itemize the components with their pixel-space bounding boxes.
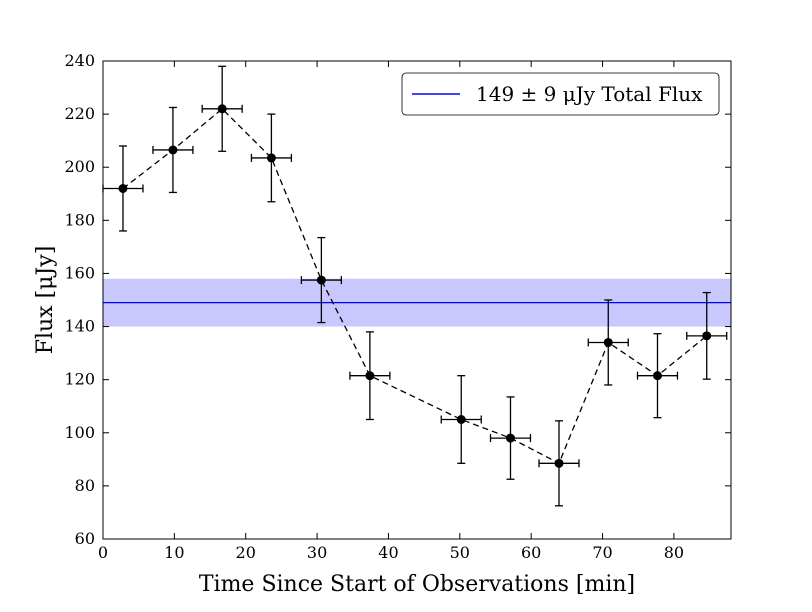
x-axis-title: Time Since Start of Observations [min] [199, 572, 635, 597]
series-dashed-line [122, 107, 708, 465]
y-tick-label: 80 [75, 476, 95, 495]
legend: 149 ± 9 μJy Total Flux [401, 72, 720, 116]
data-point [316, 275, 326, 285]
x-tick-label: 0 [98, 543, 108, 562]
uncertainty-band-layer [103, 278, 731, 327]
y-tick-label: 200 [64, 157, 95, 176]
data-point [603, 337, 613, 347]
y-axis-title: Flux [μJy] [33, 246, 58, 355]
x-tick-label: 20 [236, 543, 256, 562]
legend-label-total-flux: 149 ± 9 μJy Total Flux [476, 82, 703, 106]
y-tick-label: 60 [75, 529, 95, 548]
legend-box [401, 72, 720, 116]
data-point-layer [118, 104, 712, 468]
y-tick-label: 180 [64, 210, 95, 229]
series-line-layer [122, 107, 708, 465]
tick-layer: 0 10 20 30 40 50 60 70 80 60 80 100 120 140 160 180 200 2… [64, 51, 731, 562]
plot-frame [102, 60, 732, 540]
data-point [365, 371, 375, 381]
y-tick-label: 220 [64, 104, 95, 123]
x-tick-label: 40 [378, 543, 398, 562]
data-point [266, 153, 276, 163]
x-tick-label: 80 [664, 543, 684, 562]
x-tick-label: 30 [307, 543, 327, 562]
data-point [505, 433, 515, 443]
y-tick-label: 160 [64, 263, 95, 282]
data-point [217, 104, 227, 114]
data-point [118, 183, 128, 193]
data-point [554, 458, 564, 468]
x-tick-label: 50 [450, 543, 470, 562]
x-tick-label: 10 [164, 543, 184, 562]
data-point [652, 371, 662, 381]
x-tick-label: 60 [521, 543, 541, 562]
data-point [702, 331, 712, 341]
x-tick-label: 70 [592, 543, 612, 562]
data-point [456, 415, 466, 424]
data-point [168, 145, 178, 155]
y-tick-label: 140 [64, 317, 95, 336]
y-tick-label: 100 [64, 423, 95, 442]
y-tick-label: 120 [64, 370, 95, 389]
y-tick-label: 240 [64, 51, 95, 70]
